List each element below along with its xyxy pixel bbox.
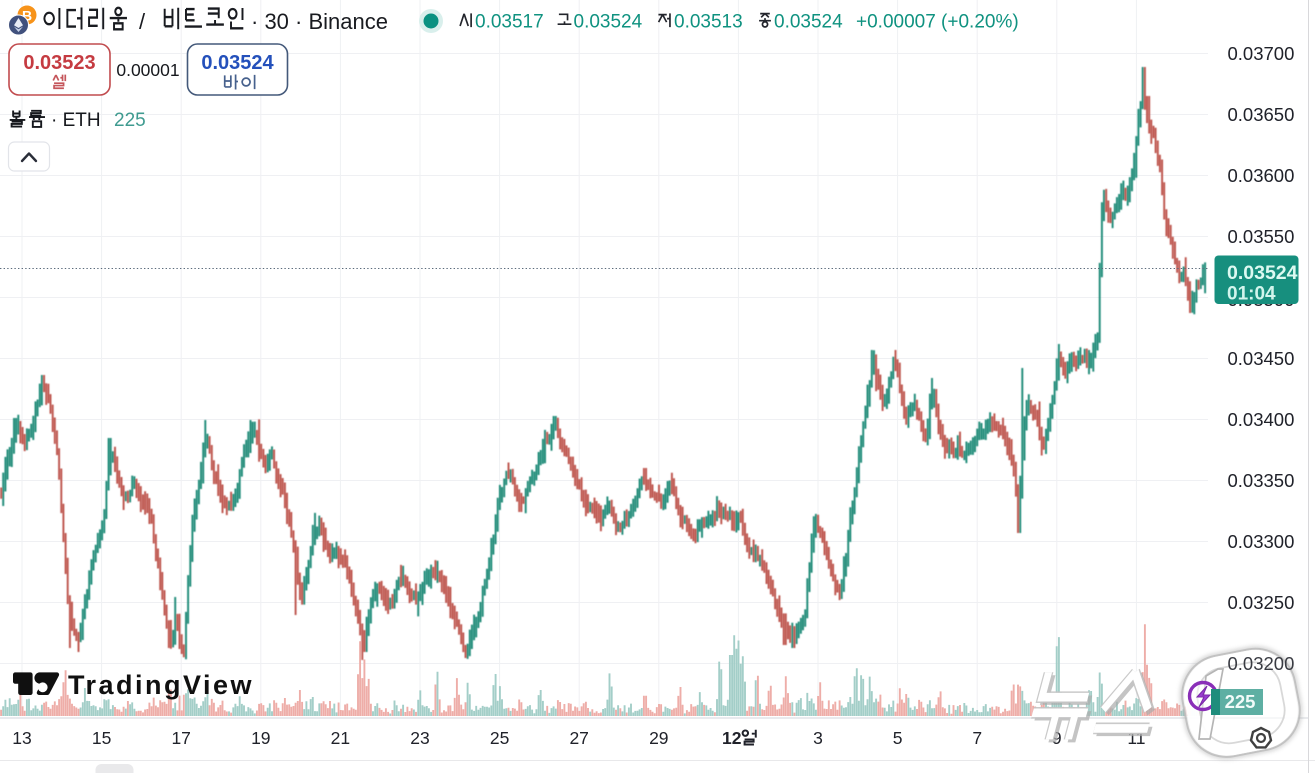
svg-text:225: 225 xyxy=(114,110,146,131)
svg-text:0.03650: 0.03650 xyxy=(1228,104,1295,125)
svg-text:225: 225 xyxy=(1225,691,1256,712)
svg-text:0.03513: 0.03513 xyxy=(674,12,743,33)
svg-text:0.03450: 0.03450 xyxy=(1228,348,1295,369)
svg-text:0.03400: 0.03400 xyxy=(1228,409,1295,430)
svg-text:· 30 · Binance: · 30 · Binance xyxy=(251,9,388,34)
svg-text:0.03250: 0.03250 xyxy=(1228,592,1295,613)
svg-text:7: 7 xyxy=(972,728,982,748)
svg-text:+0.00007 (+0.20%): +0.00007 (+0.20%) xyxy=(856,12,1019,33)
svg-text:29: 29 xyxy=(649,728,668,748)
svg-text:TradingView: TradingView xyxy=(68,670,254,700)
svg-text:0.03700: 0.03700 xyxy=(1228,43,1295,64)
svg-text:19: 19 xyxy=(251,728,270,748)
svg-text:27: 27 xyxy=(569,728,588,748)
svg-text:0.03524: 0.03524 xyxy=(1227,262,1298,284)
svg-text:5: 5 xyxy=(893,728,903,748)
svg-text:/: / xyxy=(139,9,146,34)
svg-text:25: 25 xyxy=(490,728,509,748)
svg-text:0.00001: 0.00001 xyxy=(116,60,179,80)
svg-text:0.03200: 0.03200 xyxy=(1228,653,1295,674)
svg-text:0.03300: 0.03300 xyxy=(1228,531,1295,552)
svg-text:0.03350: 0.03350 xyxy=(1228,470,1295,491)
svg-text:01:04: 01:04 xyxy=(1227,284,1276,305)
svg-text:0.03524: 0.03524 xyxy=(774,12,843,33)
svg-text:0.03524: 0.03524 xyxy=(574,12,643,33)
svg-text:17: 17 xyxy=(171,728,190,748)
svg-text:13: 13 xyxy=(12,728,31,748)
svg-text:0.03517: 0.03517 xyxy=(475,12,544,33)
svg-text:12: 12 xyxy=(722,728,742,748)
svg-text:0.03550: 0.03550 xyxy=(1228,226,1295,247)
svg-text:· ETH: · ETH xyxy=(51,110,101,131)
svg-text:0.03600: 0.03600 xyxy=(1228,165,1295,186)
svg-text:3: 3 xyxy=(813,728,823,748)
svg-text:0.03524: 0.03524 xyxy=(201,52,274,74)
svg-text:23: 23 xyxy=(410,728,429,748)
svg-text:B: B xyxy=(22,8,32,24)
svg-text:21: 21 xyxy=(331,728,350,748)
svg-text:0.03523: 0.03523 xyxy=(23,52,95,74)
svg-text:15: 15 xyxy=(92,728,111,748)
